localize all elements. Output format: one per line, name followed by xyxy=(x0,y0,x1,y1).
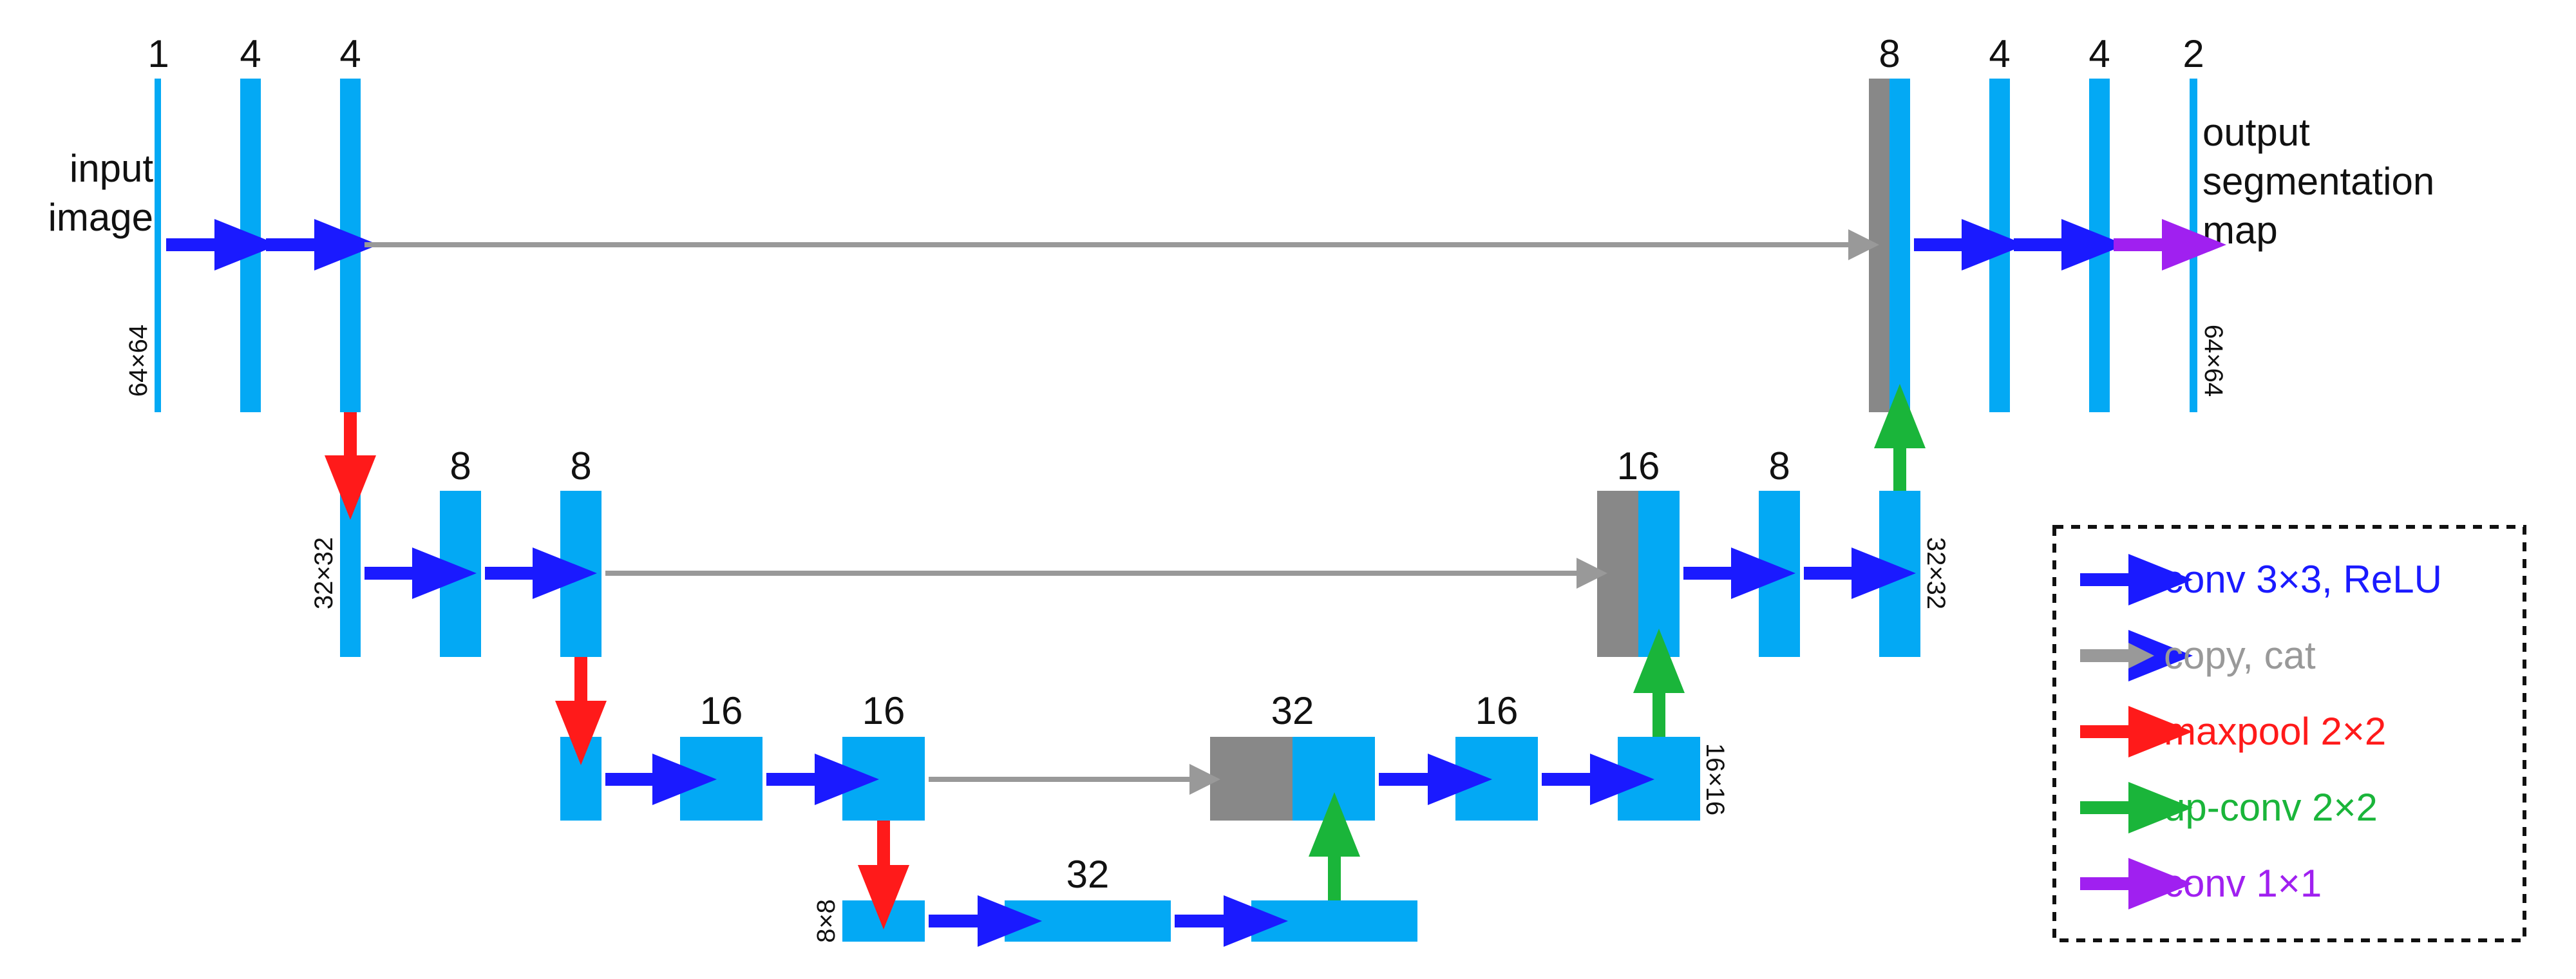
channel-label: 4 xyxy=(1989,32,2010,75)
resolution-label: 8×8 xyxy=(812,899,840,943)
channel-label: 1 xyxy=(147,32,169,75)
channel-label: 8 xyxy=(570,444,591,488)
concat-block xyxy=(1869,79,1889,412)
legend-label: conv 3×3, ReLU xyxy=(2164,558,2442,601)
legend-item-upconv: up-conv 2×2 xyxy=(2080,782,2378,833)
channel-label: 32 xyxy=(1271,689,1314,732)
feature-map-block xyxy=(440,491,481,657)
feature-map-block xyxy=(2089,79,2110,412)
feature-map-block xyxy=(1889,79,1910,412)
channel-label: 2 xyxy=(2183,32,2204,75)
level-3-encoder: 16 16 xyxy=(560,689,925,821)
feature-map-block xyxy=(2190,79,2197,412)
feature-map-block xyxy=(1759,491,1800,657)
channel-label: 4 xyxy=(339,32,361,75)
skip-connections xyxy=(365,229,1879,795)
resolution-label: 16×16 xyxy=(1701,743,1729,815)
input-label-line: image xyxy=(48,196,153,239)
legend: conv 3×3, ReLU copy, cat maxpool 2×2 up-… xyxy=(2052,525,2526,942)
resolution-label: 32×32 xyxy=(310,537,338,609)
legend-item-conv: conv 3×3, ReLU xyxy=(2080,554,2442,605)
gray-arrow-head xyxy=(2128,643,2154,669)
legend-item-maxpool: maxpool 2×2 xyxy=(2080,706,2386,757)
feature-map-block xyxy=(560,737,601,821)
feature-map-block xyxy=(155,79,161,412)
channel-label: 16 xyxy=(700,689,743,732)
channel-label: 4 xyxy=(240,32,261,75)
maxpool-arrows xyxy=(325,412,909,929)
channel-label: 16 xyxy=(1617,444,1660,488)
level-2-encoder: 8 8 32×32 xyxy=(310,444,601,657)
feature-map-block xyxy=(680,737,762,821)
input-label-line: input xyxy=(70,147,153,190)
resolution-label: 32×32 xyxy=(1922,537,1950,609)
legend-label: conv 1×1 xyxy=(2164,862,2322,905)
feature-map-block xyxy=(240,79,261,412)
level-3-decoder: 32 16 16×16 xyxy=(1210,689,1729,821)
feature-map-block xyxy=(1251,900,1417,942)
feature-map-block xyxy=(842,900,925,942)
legend-label: up-conv 2×2 xyxy=(2164,786,2378,829)
feature-map-block xyxy=(1618,737,1700,821)
channel-label: 8 xyxy=(1879,32,1900,75)
concat-block xyxy=(1210,737,1293,821)
level-4-bottleneck: 32 8×8 xyxy=(812,853,1417,947)
resolution-label: 64×64 xyxy=(124,325,153,397)
feature-map-block xyxy=(340,79,361,412)
feature-map-block xyxy=(1005,900,1171,942)
level-1-decoder: 8 4 4 2 output segmentation map 64×64 xyxy=(1869,32,2434,412)
channel-label: 8 xyxy=(1768,444,1790,488)
level-1-encoder: 1 4 4 input image 64×64 xyxy=(48,32,379,412)
channel-label: 16 xyxy=(862,689,905,732)
legend-item-conv1x1: conv 1×1 xyxy=(2080,858,2322,909)
output-label-line: output xyxy=(2202,111,2310,154)
channel-label: 32 xyxy=(1066,853,1110,896)
channel-label: 8 xyxy=(450,444,471,488)
feature-map-block xyxy=(340,491,361,657)
legend-label: copy, cat xyxy=(2164,634,2316,677)
channel-label: 16 xyxy=(1475,689,1519,732)
resolution-label: 64×64 xyxy=(2199,325,2228,397)
feature-map-block xyxy=(1293,737,1375,821)
feature-map-block xyxy=(1879,491,1920,657)
feature-map-block xyxy=(560,491,601,657)
channel-label: 4 xyxy=(2088,32,2110,75)
upconv-arrows xyxy=(1309,384,1926,900)
feature-map-block xyxy=(1638,491,1680,657)
feature-map-block xyxy=(1989,79,2010,412)
legend-box xyxy=(2052,525,2526,942)
feature-map-block xyxy=(842,737,925,821)
legend-item-copy: copy, cat xyxy=(2080,630,2316,681)
output-label-line: segmentation xyxy=(2202,160,2434,203)
feature-map-block xyxy=(1455,737,1538,821)
output-label-line: map xyxy=(2202,209,2278,252)
concat-block xyxy=(1597,491,1638,657)
legend-label: maxpool 2×2 xyxy=(2164,710,2386,753)
